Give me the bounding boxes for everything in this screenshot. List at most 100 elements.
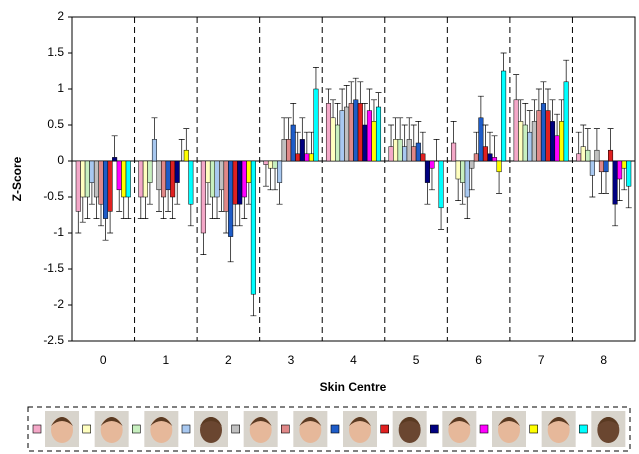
bar bbox=[559, 121, 565, 162]
y-tick-label: -0.5 bbox=[43, 189, 64, 203]
error-bar bbox=[151, 117, 158, 140]
error-bar bbox=[111, 135, 118, 158]
bar bbox=[308, 153, 314, 162]
error-bar bbox=[616, 179, 623, 201]
error-bar bbox=[227, 236, 234, 263]
legend-swatch bbox=[181, 424, 191, 434]
bar bbox=[388, 146, 394, 162]
error-bar bbox=[116, 189, 123, 212]
bar bbox=[545, 110, 551, 162]
error-bar bbox=[183, 128, 190, 151]
bar bbox=[98, 160, 104, 205]
error-bar bbox=[352, 77, 359, 100]
error-bar bbox=[544, 88, 551, 111]
y-tick-label: -2 bbox=[53, 297, 64, 311]
error-bar bbox=[169, 197, 176, 219]
bar bbox=[469, 160, 475, 169]
bar bbox=[518, 121, 524, 162]
bar bbox=[142, 160, 148, 198]
bar bbox=[290, 124, 296, 162]
legend-hair bbox=[448, 417, 471, 426]
error-bar bbox=[540, 81, 547, 104]
bar bbox=[223, 160, 229, 212]
x-tick-label: 5 bbox=[413, 353, 420, 367]
bar bbox=[250, 160, 256, 295]
y-tick-label: 0 bbox=[57, 153, 64, 167]
legend-face bbox=[398, 417, 421, 443]
bar bbox=[621, 160, 627, 169]
legend-hair bbox=[498, 417, 520, 426]
error-bar bbox=[325, 88, 332, 104]
error-bar bbox=[160, 197, 167, 219]
bar bbox=[75, 160, 81, 212]
error-bar bbox=[491, 135, 498, 158]
bar bbox=[608, 149, 614, 162]
bar bbox=[617, 160, 623, 180]
bar bbox=[219, 160, 225, 191]
legend-face bbox=[51, 417, 73, 443]
bar bbox=[397, 139, 403, 162]
error-bar bbox=[137, 197, 144, 219]
error-bar bbox=[513, 74, 520, 100]
bar bbox=[267, 160, 274, 169]
bar bbox=[393, 139, 399, 162]
legend-face bbox=[100, 417, 123, 443]
error-bar bbox=[178, 139, 185, 161]
y-tick-label: -1 bbox=[53, 225, 64, 239]
bar bbox=[438, 160, 444, 209]
bar bbox=[366, 110, 372, 162]
error-bar bbox=[84, 197, 91, 219]
bar bbox=[174, 160, 180, 183]
legend-face bbox=[498, 417, 520, 443]
error-bar bbox=[468, 168, 475, 191]
y-tick-label: 0.5 bbox=[47, 117, 64, 131]
error-bar bbox=[607, 128, 614, 151]
bar bbox=[246, 160, 252, 183]
error-bar bbox=[517, 99, 524, 122]
error-bar bbox=[433, 139, 440, 161]
bar bbox=[281, 139, 287, 162]
error-bar bbox=[285, 117, 292, 140]
bar bbox=[161, 160, 167, 198]
legend-hair bbox=[398, 417, 421, 426]
error-bar bbox=[477, 95, 484, 118]
error-bar bbox=[98, 204, 105, 227]
bar bbox=[451, 142, 457, 162]
error-bar bbox=[276, 182, 283, 205]
x-tick-label: 7 bbox=[538, 353, 545, 367]
bar bbox=[112, 157, 118, 162]
y-tick-label: -1.5 bbox=[43, 261, 64, 275]
bar bbox=[103, 160, 109, 219]
bar bbox=[527, 131, 533, 162]
legend-face bbox=[349, 417, 371, 443]
error-bar bbox=[419, 131, 426, 154]
error-bar bbox=[482, 124, 489, 147]
error-bar bbox=[406, 117, 413, 140]
error-bar bbox=[584, 128, 591, 151]
error-bar bbox=[262, 164, 269, 187]
error-bar bbox=[580, 124, 587, 147]
error-bar bbox=[187, 204, 194, 227]
bar bbox=[138, 160, 144, 198]
x-tick-label: 0 bbox=[100, 353, 107, 367]
error-bar bbox=[526, 110, 533, 133]
error-bar bbox=[438, 207, 445, 230]
error-bar bbox=[401, 124, 408, 147]
bar bbox=[277, 160, 283, 183]
bar bbox=[424, 160, 430, 183]
legend-face bbox=[150, 417, 173, 443]
bar bbox=[411, 146, 417, 162]
bar bbox=[496, 160, 502, 173]
error-bar bbox=[281, 117, 288, 140]
bar bbox=[540, 103, 546, 162]
x-tick-label: 3 bbox=[288, 353, 295, 367]
bar bbox=[429, 160, 435, 169]
bar bbox=[482, 146, 488, 162]
error-bar bbox=[107, 211, 114, 234]
error-bar bbox=[156, 189, 163, 212]
bar bbox=[626, 160, 632, 187]
error-bar bbox=[214, 197, 221, 219]
legend-swatch bbox=[330, 424, 340, 434]
bar bbox=[89, 160, 95, 183]
error-bar bbox=[554, 113, 561, 136]
